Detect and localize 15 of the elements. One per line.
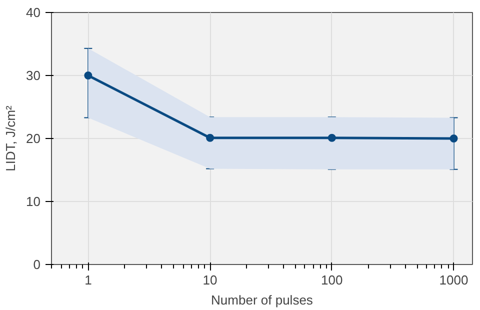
y-tick-label: 40 [26,5,41,20]
y-tick-label: 0 [33,257,41,272]
point [84,72,92,80]
y-tick-label: 30 [26,68,41,83]
point [450,134,458,142]
x-tick-label: 100 [321,272,343,288]
y-tick-label: 10 [26,194,41,209]
y-tick-label: 20 [26,131,41,146]
x-tick-label: 1 [84,272,92,288]
y-axis-title: LIDT, J/cm² [3,104,18,172]
x-tick-label: 1000 [439,272,468,288]
point [328,134,336,142]
x-axis-title: Number of pulses [211,292,314,308]
x-tick-label: 10 [202,272,218,288]
point [206,134,214,142]
